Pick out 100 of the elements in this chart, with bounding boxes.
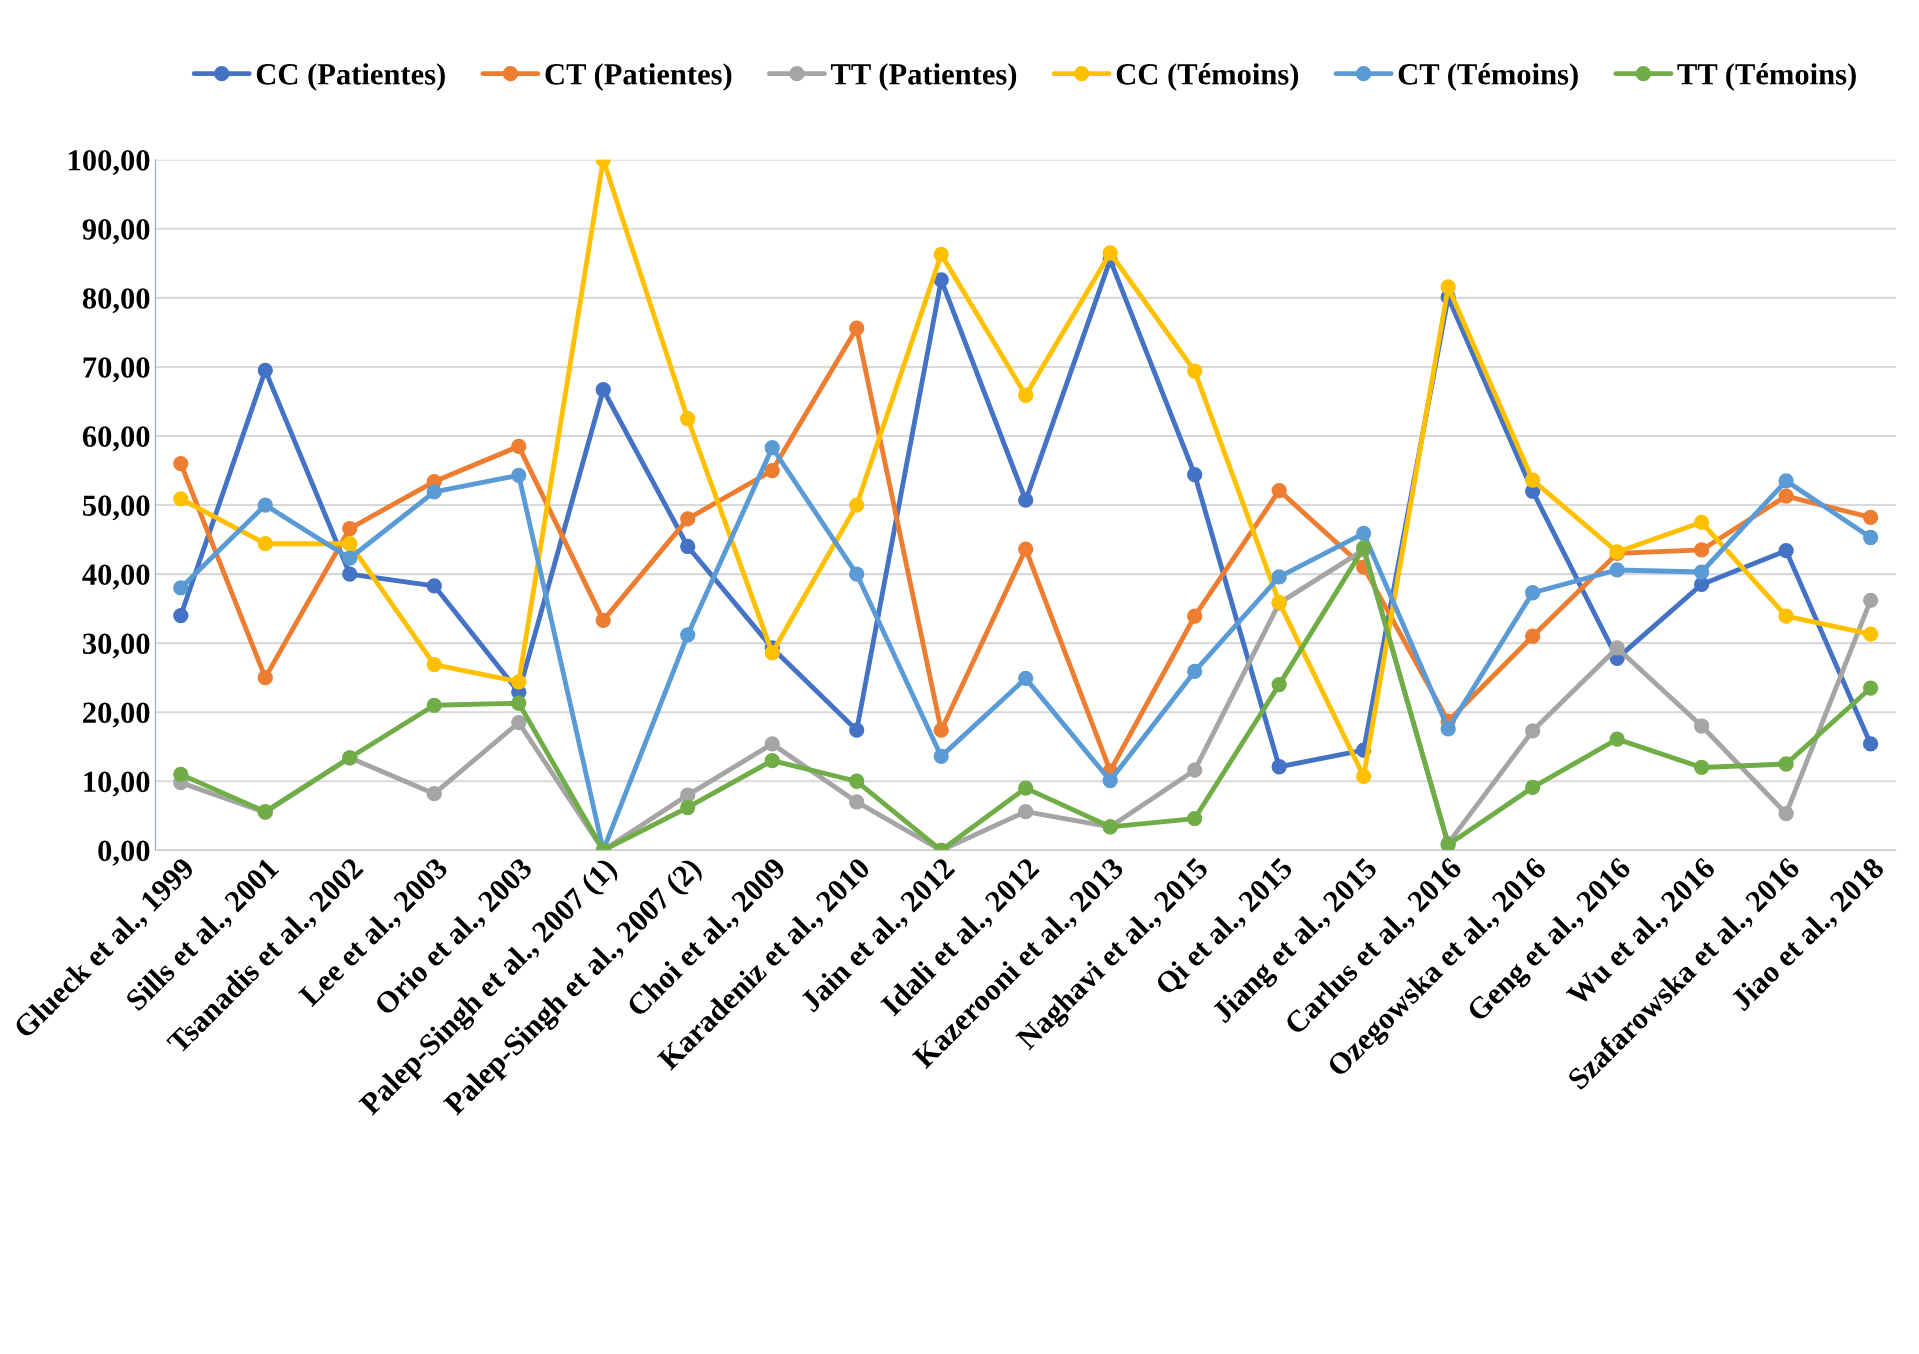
point [1862, 529, 1879, 546]
point [1102, 245, 1118, 261]
point [1271, 676, 1287, 693]
legend-label: CC (Patientes) [256, 63, 445, 91]
y-tick-label: 30,00 [82, 633, 150, 659]
point [1778, 608, 1794, 624]
point [1187, 467, 1203, 483]
point [1778, 488, 1794, 504]
point [1102, 772, 1118, 789]
y-tick-label: 100,00 [69, 150, 150, 176]
point [511, 674, 527, 690]
point [933, 272, 949, 288]
point [1018, 804, 1034, 820]
point [1018, 670, 1034, 687]
point [426, 697, 442, 713]
point [1187, 810, 1203, 827]
point [1862, 592, 1879, 608]
point [595, 382, 611, 398]
point [1187, 762, 1203, 778]
point [1693, 759, 1710, 776]
point [764, 752, 780, 769]
y-tick-label: 70,00 [83, 357, 150, 383]
y-tick-label: 80,00 [82, 288, 150, 314]
point [1525, 628, 1541, 644]
point [933, 722, 949, 738]
point [1271, 569, 1287, 585]
point [342, 536, 358, 552]
point [1271, 482, 1287, 499]
point [257, 362, 273, 379]
point [426, 484, 442, 500]
point [849, 722, 865, 738]
point [1271, 759, 1287, 775]
legend-label: CC (Témoins) [1116, 63, 1299, 91]
point [1778, 473, 1794, 489]
point [511, 695, 527, 711]
point [1862, 509, 1879, 526]
point [1609, 640, 1625, 656]
point [1525, 723, 1541, 739]
point [849, 794, 865, 810]
point [173, 766, 189, 782]
point [426, 656, 442, 673]
point [1693, 576, 1710, 593]
point [1525, 585, 1541, 601]
point [764, 736, 780, 752]
point [680, 411, 696, 427]
point [1609, 731, 1625, 747]
legend-label: TT (Témoins) [1677, 63, 1856, 91]
point [511, 438, 527, 454]
y-tick-label: 90,00 [82, 219, 150, 245]
point [1018, 780, 1034, 796]
point [1356, 768, 1372, 785]
point [1778, 542, 1794, 559]
point [764, 645, 780, 661]
point [764, 462, 780, 479]
y-tick-label: 20,00 [83, 702, 150, 728]
point [1778, 756, 1794, 772]
point [933, 246, 949, 263]
point [1693, 542, 1710, 558]
point [680, 627, 696, 643]
point [595, 612, 611, 629]
point [1018, 492, 1034, 508]
y-tick-label: 40,00 [82, 564, 150, 590]
point [1525, 779, 1541, 796]
point [680, 511, 696, 527]
point [1778, 806, 1794, 822]
point [173, 607, 189, 624]
point [1440, 721, 1456, 737]
point [680, 538, 696, 555]
point [933, 748, 949, 765]
point [1525, 472, 1541, 488]
point [1862, 736, 1879, 752]
point [1609, 562, 1625, 578]
point [1018, 541, 1034, 557]
y-tick-label: 60,00 [82, 426, 150, 452]
point [342, 566, 358, 582]
point [1187, 608, 1203, 624]
point [849, 773, 865, 789]
point [511, 467, 527, 483]
point [173, 491, 189, 507]
point [1862, 626, 1879, 642]
point [257, 497, 273, 513]
point [342, 520, 358, 537]
point [426, 786, 442, 802]
point [680, 799, 696, 816]
point [849, 497, 865, 513]
point [1187, 663, 1203, 680]
point [1356, 525, 1372, 541]
point [1693, 564, 1710, 580]
point [1440, 279, 1456, 295]
point [1862, 680, 1879, 696]
point [173, 580, 189, 596]
legend-label: TT (Patientes) [830, 63, 1017, 91]
point [849, 320, 865, 336]
point [426, 578, 442, 594]
point [257, 670, 273, 686]
point [1693, 718, 1710, 734]
point [1693, 514, 1710, 530]
point [342, 550, 358, 566]
legend-label: CT (Patientes) [545, 63, 732, 91]
point [511, 714, 527, 731]
